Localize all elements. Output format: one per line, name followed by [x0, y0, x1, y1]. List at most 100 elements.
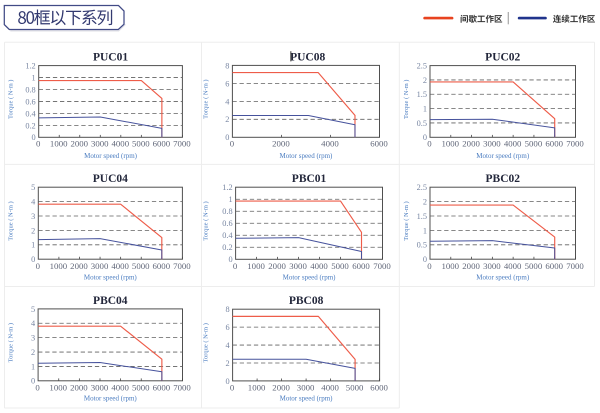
svg-text:PUC08: PUC08: [290, 51, 325, 63]
svg-text:0: 0: [427, 261, 432, 271]
svg-text:2: 2: [31, 226, 35, 235]
svg-text:Motor speed (rpm): Motor speed (rpm): [476, 273, 530, 281]
svg-text:2.5: 2.5: [417, 62, 427, 71]
svg-text:Torque ( N-m ): Torque ( N-m ): [203, 323, 210, 362]
svg-text:6000: 6000: [352, 261, 370, 271]
svg-text:Motor speed (rpm): Motor speed (rpm): [280, 395, 334, 403]
svg-text:0: 0: [36, 138, 41, 148]
svg-text:4000: 4000: [111, 382, 129, 392]
svg-text:0: 0: [225, 133, 229, 142]
svg-text:6000: 6000: [545, 138, 563, 148]
svg-text:8: 8: [225, 61, 229, 70]
svg-text:2: 2: [225, 359, 229, 368]
svg-text:0.2: 0.2: [222, 243, 232, 252]
svg-text:0: 0: [31, 255, 35, 264]
svg-text:Motor speed (rpm): Motor speed (rpm): [476, 152, 530, 160]
svg-text:0.5: 0.5: [417, 241, 427, 250]
svg-text:5000: 5000: [132, 261, 150, 271]
svg-text:7000: 7000: [566, 138, 584, 148]
svg-text:4000: 4000: [504, 138, 522, 148]
svg-text:5: 5: [31, 305, 35, 314]
svg-text:2: 2: [423, 198, 427, 207]
svg-text:Torque ( N-m ): Torque ( N-m ): [8, 323, 15, 362]
svg-text:2000: 2000: [272, 138, 290, 148]
svg-text:0: 0: [228, 255, 232, 264]
svg-text:PBC01: PBC01: [292, 173, 327, 185]
svg-text:PBC02: PBC02: [486, 173, 521, 185]
svg-text:6000: 6000: [370, 382, 388, 392]
svg-text:7000: 7000: [173, 138, 191, 148]
svg-text:5000: 5000: [331, 261, 349, 271]
svg-text:0: 0: [423, 133, 427, 142]
svg-text:0: 0: [35, 382, 40, 392]
svg-text:0.8: 0.8: [222, 207, 232, 216]
svg-text:1.2: 1.2: [222, 183, 232, 192]
svg-text:0: 0: [427, 138, 432, 148]
svg-text:4000: 4000: [310, 261, 328, 271]
svg-text:2000: 2000: [462, 261, 480, 271]
svg-text:3000: 3000: [91, 382, 109, 392]
svg-text:4000: 4000: [321, 138, 339, 148]
svg-text:4: 4: [31, 319, 36, 328]
svg-text:1.2: 1.2: [25, 62, 35, 71]
svg-text:2000: 2000: [70, 382, 88, 392]
svg-text:PBC08: PBC08: [289, 295, 324, 307]
svg-text:1000: 1000: [248, 382, 266, 392]
svg-text:3000: 3000: [297, 382, 315, 392]
svg-text:0: 0: [233, 261, 238, 271]
svg-text:2: 2: [423, 76, 427, 85]
svg-text:6000: 6000: [153, 261, 171, 271]
svg-text:4000: 4000: [321, 382, 339, 392]
svg-text:PUC02: PUC02: [485, 52, 520, 64]
svg-text:2: 2: [31, 348, 35, 357]
svg-text:7000: 7000: [173, 261, 191, 271]
svg-text:0: 0: [423, 255, 427, 264]
svg-text:4: 4: [225, 97, 230, 106]
svg-text:1: 1: [423, 105, 427, 114]
svg-text:3000: 3000: [91, 138, 109, 148]
svg-text:2.5: 2.5: [417, 183, 427, 192]
svg-text:0: 0: [225, 377, 229, 386]
svg-text:1000: 1000: [247, 261, 265, 271]
svg-text:4: 4: [31, 198, 36, 207]
svg-text:6000: 6000: [545, 261, 563, 271]
svg-text:8: 8: [225, 305, 229, 314]
svg-text:Motor speed (rpm): Motor speed (rpm): [84, 395, 138, 403]
svg-text:3000: 3000: [483, 138, 501, 148]
svg-text:Torque ( N-m ): Torque ( N-m ): [8, 201, 15, 240]
svg-text:1000: 1000: [49, 382, 67, 392]
svg-text:1000: 1000: [441, 261, 459, 271]
svg-text:0.4: 0.4: [222, 231, 233, 240]
svg-text:6000: 6000: [370, 138, 388, 148]
svg-text:Motor speed (rpm): Motor speed (rpm): [84, 152, 138, 160]
svg-text:Torque ( N-m ): Torque ( N-m ): [8, 80, 15, 119]
svg-text:6000: 6000: [153, 382, 171, 392]
svg-text:1.5: 1.5: [417, 212, 427, 221]
svg-text:2000: 2000: [70, 261, 88, 271]
svg-text:5000: 5000: [132, 138, 150, 148]
svg-text:0.5: 0.5: [417, 119, 427, 128]
svg-text:0.6: 0.6: [25, 97, 35, 106]
svg-text:5000: 5000: [346, 382, 364, 392]
svg-text:6: 6: [225, 323, 229, 332]
svg-text:6: 6: [225, 79, 229, 88]
svg-text:7000: 7000: [566, 261, 584, 271]
svg-text:0: 0: [230, 138, 235, 148]
svg-text:2000: 2000: [462, 138, 480, 148]
svg-text:4000: 4000: [111, 261, 129, 271]
svg-text:1: 1: [32, 73, 36, 82]
svg-text:0.8: 0.8: [25, 85, 35, 94]
svg-text:Torque ( N-m ): Torque ( N-m ): [403, 201, 410, 240]
svg-text:1.5: 1.5: [417, 90, 427, 99]
svg-text:2: 2: [225, 115, 229, 124]
svg-text:2000: 2000: [70, 138, 88, 148]
svg-text:3000: 3000: [91, 261, 109, 271]
svg-text:0: 0: [230, 382, 235, 392]
svg-text:1000: 1000: [441, 138, 459, 148]
svg-text:4000: 4000: [504, 261, 522, 271]
svg-text:0: 0: [31, 377, 35, 386]
svg-text:PUC04: PUC04: [93, 173, 128, 185]
svg-text:0: 0: [32, 133, 36, 142]
svg-text:7000: 7000: [173, 382, 191, 392]
svg-text:4000: 4000: [112, 138, 130, 148]
